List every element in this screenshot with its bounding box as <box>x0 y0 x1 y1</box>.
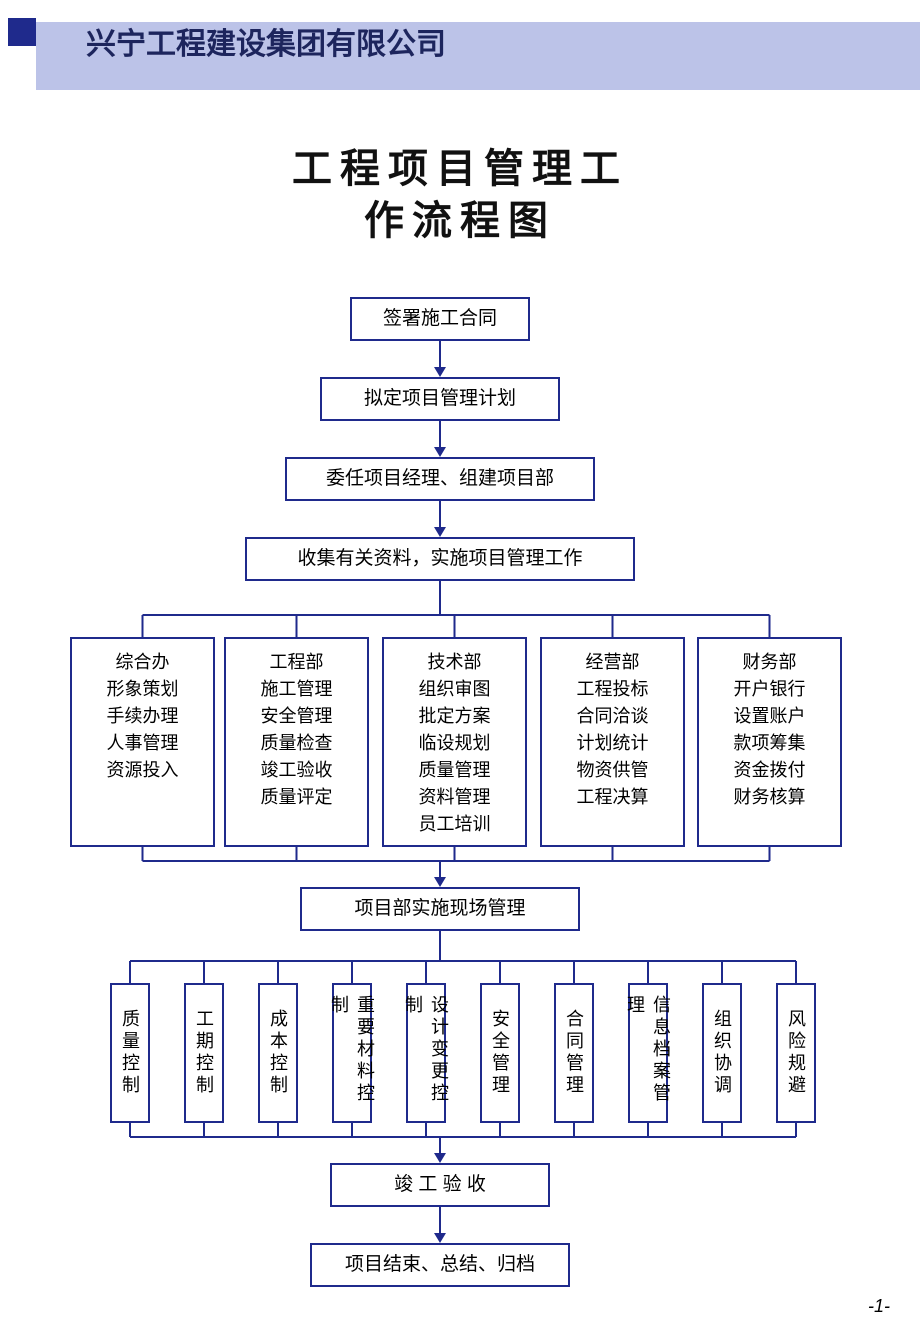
flow-node-n4: 收集有关资料，实施项目管理工作 <box>245 537 635 581</box>
control-9: 风险规避 <box>776 983 816 1123</box>
company-name: 兴宁工程建设集团有限公司 <box>86 19 446 63</box>
control-5: 安全管理 <box>480 983 520 1123</box>
control-4: 设计变更控制 <box>406 983 446 1123</box>
flow-bottom-b1: 竣 工 验 收 <box>330 1163 550 1207</box>
dept-1: 工程部施工管理安全管理质量检查竣工验收质量评定 <box>224 637 369 847</box>
control-2: 成本控制 <box>258 983 298 1123</box>
dept-0: 综合办形象策划手续办理人事管理资源投入 <box>70 637 215 847</box>
flow-bottom-b2: 项目结束、总结、归档 <box>310 1243 570 1287</box>
flow-node-n3: 委任项目经理、组建项目部 <box>285 457 595 501</box>
dept-4: 财务部开户银行设置账户款项筹集资金拨付财务核算 <box>697 637 842 847</box>
control-3: 重要材料控制 <box>332 983 372 1123</box>
control-1: 工期控制 <box>184 983 224 1123</box>
control-0: 质量控制 <box>110 983 150 1123</box>
slide-header: 兴宁工程建设集团有限公司 <box>0 0 920 108</box>
page-title: 工程项目管理工 作流程图 <box>0 143 920 247</box>
flow-node-n2: 拟定项目管理计划 <box>320 377 560 421</box>
control-7: 信息档案管理 <box>628 983 668 1123</box>
header-title-bar: 兴宁工程建设集团有限公司 <box>36 22 920 60</box>
page-number: -1- <box>868 1296 890 1317</box>
control-6: 合同管理 <box>554 983 594 1123</box>
dept-2: 技术部组织审图批定方案临设规划质量管理资料管理员工培训 <box>382 637 527 847</box>
dept-3: 经营部工程投标合同洽谈计划统计物资供管工程决算 <box>540 637 685 847</box>
control-8: 组织协调 <box>702 983 742 1123</box>
title-line-1: 工程项目管理工 <box>0 143 920 195</box>
flow-node-n1: 签署施工合同 <box>350 297 530 341</box>
header-underline <box>36 60 920 90</box>
header-square-icon <box>8 18 36 46</box>
title-line-2: 作流程图 <box>0 195 920 247</box>
mid-node: 项目部实施现场管理 <box>300 887 580 931</box>
flowchart-canvas: -1- 签署施工合同拟定项目管理计划委任项目经理、组建项目部收集有关资料，实施项… <box>0 297 920 1297</box>
